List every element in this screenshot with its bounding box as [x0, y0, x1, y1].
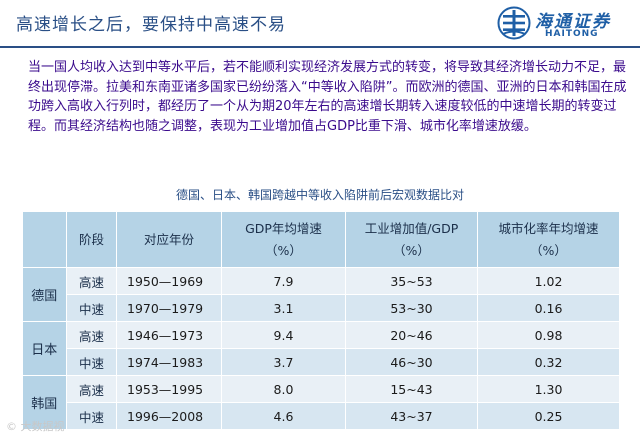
years-cell: 1970—1979 — [116, 294, 222, 322]
header-country — [22, 211, 67, 268]
industry-cell: 43~37 — [345, 402, 478, 430]
table-row: 韩国 高速 1953—1995 8.0 15~43 1.30 — [22, 375, 620, 430]
urban-cell: 0.25 — [477, 402, 620, 430]
header-industry-line1: 工业增加值/GDP — [364, 220, 459, 236]
header-urban-line2: （%） — [530, 242, 567, 258]
years-cell: 1946—1973 — [116, 321, 222, 349]
industry-cell: 46~30 — [345, 348, 478, 376]
years-cell: 1950—1969 — [116, 267, 222, 295]
header-urbanization: 城市化率年均增速 （%） — [477, 211, 620, 268]
table-header-row: 阶段 对应年份 GDP年均增速 （%） 工业增加值/GDP （%） 城市化率年均… — [22, 211, 620, 268]
table-row: 德国 高速 1950—1969 7.9 35~53 1.02 — [22, 267, 620, 322]
industry-cell: 35~53 — [345, 267, 478, 295]
years-cell: 1996—2008 — [116, 402, 222, 430]
stage-cell: 中速 — [66, 402, 117, 430]
haitong-logo-icon — [497, 6, 531, 40]
header-gdp-line2: （%） — [265, 242, 302, 258]
header-gdp-line1: GDP年均增速 — [245, 220, 322, 236]
slide-header: 高速增长之后，要保持中高速不易 海通证券 HAITONG — [0, 0, 640, 46]
table-row: 中速 1974—1983 3.7 46~30 0.32 — [23, 348, 620, 376]
industry-cell: 20~46 — [345, 321, 478, 349]
gdp-cell: 8.0 — [221, 375, 346, 403]
header-years: 对应年份 — [116, 211, 222, 268]
stage-cell: 高速 — [66, 321, 117, 349]
slide-title: 高速增长之后，要保持中高速不易 — [16, 15, 286, 35]
gdp-cell: 3.1 — [221, 294, 346, 322]
table-caption: 德国、日本、韩国跨越中等收入陷阱前后宏观数据比对 — [175, 188, 464, 202]
haitong-logo: 海通证券 HAITONG — [497, 6, 637, 42]
header-stage: 阶段 — [66, 211, 117, 268]
country-cell: 日本 — [22, 321, 67, 376]
country-cell: 德国 — [22, 267, 67, 322]
gdp-cell: 9.4 — [221, 321, 346, 349]
urban-cell: 0.16 — [477, 294, 620, 322]
urban-cell: 1.30 — [477, 375, 620, 403]
stage-cell: 高速 — [66, 375, 117, 403]
industry-cell: 53~30 — [345, 294, 478, 322]
stage-cell: 中速 — [66, 348, 117, 376]
gdp-cell: 7.9 — [221, 267, 346, 295]
header-gdp-growth: GDP年均增速 （%） — [221, 211, 346, 268]
table-row: 中速 1970—1979 3.1 53~30 0.16 — [23, 294, 620, 322]
stage-cell: 中速 — [66, 294, 117, 322]
country-cell: 韩国 — [22, 375, 67, 430]
urban-cell: 0.98 — [477, 321, 620, 349]
stage-cell: 高速 — [66, 267, 117, 295]
header-industry-line2: （%） — [393, 242, 430, 258]
logo-chinese-name: 海通证券 — [535, 12, 611, 32]
header-urban-line1: 城市化率年均增速 — [498, 220, 599, 236]
years-cell: 1974—1983 — [116, 348, 222, 376]
industry-cell: 15~43 — [345, 375, 478, 403]
table-row: 中速 1996—2008 4.6 43~37 0.25 — [23, 402, 620, 430]
comparison-table: 阶段 对应年份 GDP年均增速 （%） 工业增加值/GDP （%） 城市化率年均… — [22, 211, 620, 430]
table-row: 日本 高速 1946—1973 9.4 20~46 0.98 — [22, 321, 620, 376]
gdp-cell: 4.6 — [221, 402, 346, 430]
urban-cell: 1.02 — [477, 267, 620, 295]
intro-paragraph: 当一国人均收入达到中等水平后，若不能顺利实现经济发展方式的转变，将导致其经济增长… — [28, 60, 627, 134]
header-divider — [0, 46, 640, 48]
gdp-cell: 3.7 — [221, 348, 346, 376]
years-cell: 1953—1995 — [116, 375, 222, 403]
header-industry-share: 工业增加值/GDP （%） — [345, 211, 478, 268]
logo-english-name: HAITONG — [545, 29, 599, 39]
urban-cell: 0.32 — [477, 348, 620, 376]
watermark: © 大数据视 — [6, 420, 65, 433]
